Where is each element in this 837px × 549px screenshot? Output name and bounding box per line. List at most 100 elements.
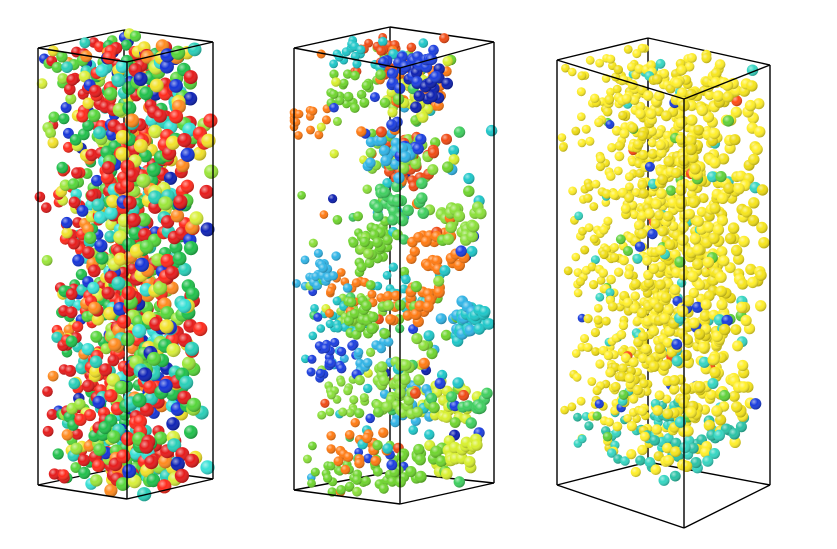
particle-shading (185, 287, 200, 301)
particle-shading (392, 195, 404, 207)
particle-shading (473, 323, 485, 335)
particle-shading (442, 233, 455, 245)
particle-shading (601, 316, 611, 326)
particle-shading (455, 245, 467, 257)
particle-shading (89, 84, 102, 98)
particle-shading (193, 321, 208, 337)
particle-shading (382, 234, 393, 246)
particle-shading (344, 430, 355, 440)
particle-shading (139, 239, 154, 254)
particle-shading (604, 417, 614, 427)
particle-shading (76, 205, 89, 217)
particle-shading (153, 109, 167, 123)
particle-shading (606, 54, 616, 64)
particle-shading (78, 70, 91, 83)
particle-shading (387, 107, 398, 118)
particle-shading (349, 395, 359, 405)
particle-shading (441, 77, 454, 90)
particle-shading (376, 343, 387, 354)
particle-shading (78, 466, 91, 479)
particle-shading (146, 163, 161, 177)
particle-shading (613, 166, 623, 176)
particle-shading (573, 288, 583, 298)
particle-shading (362, 184, 372, 194)
particle-shading (91, 198, 105, 212)
particle-shading (114, 380, 129, 395)
particle-shading (306, 125, 315, 135)
particle-shading (433, 286, 445, 298)
particle-shading (618, 110, 628, 121)
particle-shading (422, 301, 434, 313)
particle-shading (590, 93, 600, 104)
particle-shading (133, 72, 148, 86)
particle-shading (70, 442, 83, 455)
particle-shading (647, 138, 657, 148)
particle-shading (144, 455, 159, 470)
particle-shading (148, 124, 162, 139)
particle-shading (399, 151, 412, 163)
particle-shading (347, 340, 357, 351)
particle-shading (571, 252, 581, 262)
particle-shading (331, 251, 341, 261)
particle-shading (483, 318, 495, 330)
particle-shading (604, 95, 615, 105)
particle-shading (184, 425, 198, 439)
particle-shading (632, 49, 642, 59)
particle-shading (386, 119, 398, 131)
particle-shading (81, 379, 95, 393)
particle-shading (463, 172, 475, 185)
particle-shading (133, 139, 148, 153)
particle-shading (34, 191, 46, 203)
particle-shading (183, 70, 198, 85)
particle-shading (365, 147, 376, 158)
particle-shading (372, 440, 383, 451)
particle-shading (328, 194, 338, 204)
particle-shading (445, 221, 457, 234)
particle-shading (36, 78, 48, 89)
particle-shading (589, 202, 599, 211)
particle-shading (416, 192, 428, 204)
particle-shading (439, 265, 451, 277)
particle-shading (463, 185, 475, 197)
particle-shading (584, 421, 594, 431)
particle-shading (48, 468, 61, 480)
particle-shading (606, 171, 616, 181)
particle-shading (434, 377, 446, 389)
particle-shading (612, 84, 622, 94)
particle-shading (329, 59, 338, 69)
particle-shading (475, 402, 487, 414)
particle-shading (378, 36, 388, 47)
particle-shading (426, 90, 438, 103)
particle-shading (624, 269, 634, 280)
particle-shading (359, 236, 370, 248)
particle-shading (318, 263, 328, 273)
particle-shading (423, 330, 435, 342)
particle-shading (336, 346, 347, 357)
particle-shading (581, 124, 591, 134)
particle-shading (170, 209, 185, 223)
particle-shading (116, 449, 131, 464)
particle-shading (630, 291, 640, 301)
particle-shading (47, 137, 59, 149)
particle-shading (350, 70, 360, 81)
particle-shading (609, 189, 620, 200)
particle-shading (41, 202, 52, 213)
particle-shading (594, 303, 603, 313)
particle-shading (466, 230, 479, 243)
particle-shading (583, 193, 593, 203)
particle-shading (365, 413, 376, 424)
particle-shading (320, 398, 330, 408)
particle-shading (199, 184, 214, 199)
particle-shading (90, 330, 103, 343)
particle-shading (576, 87, 586, 97)
particle-shading (111, 276, 126, 291)
particle-shading (609, 253, 620, 263)
particle-shading (336, 363, 347, 374)
particle-shading (382, 270, 392, 280)
particle-shading (591, 179, 601, 189)
particle-shading (424, 429, 435, 440)
particle-shading (383, 300, 394, 311)
particle-shading (583, 342, 593, 352)
particle-shading (602, 106, 613, 117)
particle-shading (392, 93, 405, 105)
